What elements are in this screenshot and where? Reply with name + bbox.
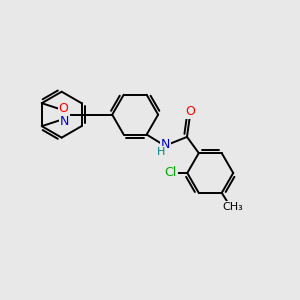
Text: Cl: Cl [164, 167, 177, 179]
Text: N: N [60, 115, 70, 128]
Text: H: H [157, 147, 166, 157]
Text: O: O [59, 102, 69, 115]
Text: N: N [160, 138, 170, 151]
Text: CH₃: CH₃ [222, 202, 243, 212]
Text: O: O [185, 105, 195, 118]
